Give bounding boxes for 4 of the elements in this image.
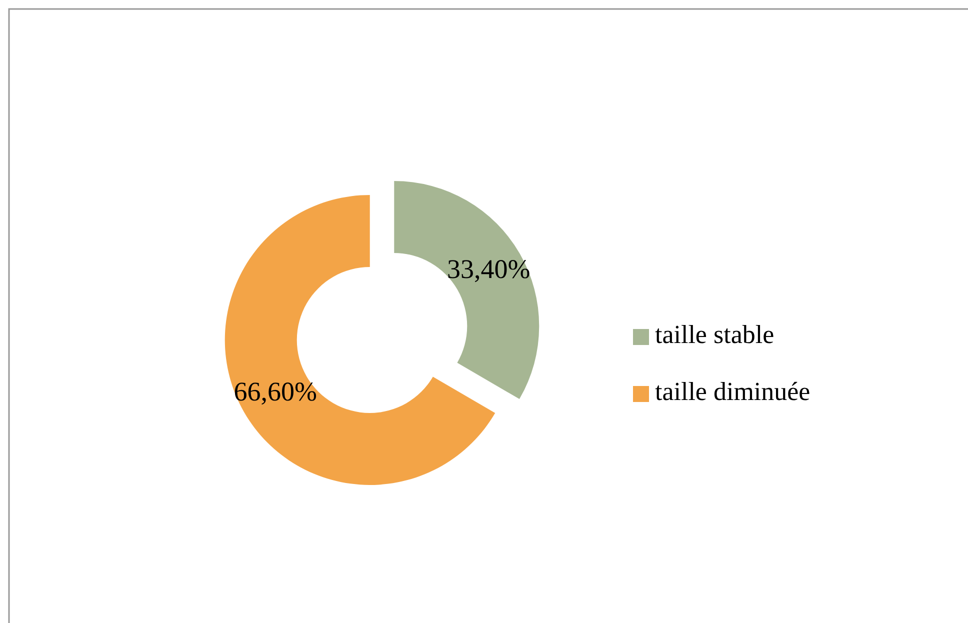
legend-label: taille diminuée xyxy=(655,376,810,406)
data-label: 66,60% xyxy=(234,376,317,406)
legend-label: taille stable xyxy=(655,320,774,349)
data-label: 33,40% xyxy=(447,254,530,284)
